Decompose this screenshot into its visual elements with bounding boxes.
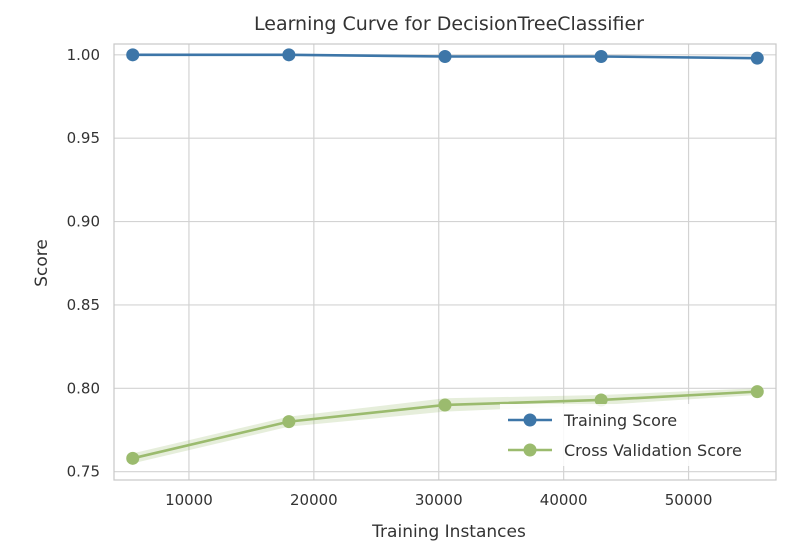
y-tick-label: 0.85 xyxy=(67,296,100,314)
data-point-cross-validation-score xyxy=(750,385,764,399)
data-point-training-score xyxy=(594,50,608,64)
x-tick-label: 10000 xyxy=(165,491,213,509)
data-point-training-score xyxy=(438,50,452,64)
legend: Training Score Cross Validation Score xyxy=(500,404,772,466)
y-tick-label: 1.00 xyxy=(67,46,100,64)
legend-label: Cross Validation Score xyxy=(564,441,742,460)
chart-title: Learning Curve for DecisionTreeClassifie… xyxy=(254,13,644,35)
y-axis-label: Score xyxy=(32,239,52,287)
legend-marker xyxy=(523,413,537,427)
y-tick-label: 0.80 xyxy=(67,379,100,397)
x-tick-label: 50000 xyxy=(665,491,713,509)
y-tick-label: 0.95 xyxy=(67,129,100,147)
tick-labels: 10000 20000 30000 40000 50000 0.75 0.80 0.85 0.9… xyxy=(67,46,713,509)
legend-box xyxy=(500,404,772,466)
data-point-cross-validation-score xyxy=(438,398,452,412)
x-tick-label: 30000 xyxy=(415,491,463,509)
x-axis-label: Training Instances xyxy=(371,522,526,542)
data-point-cross-validation-score xyxy=(282,415,296,429)
plot-border xyxy=(113,43,777,481)
x-tick-label: 20000 xyxy=(290,491,338,509)
plot-frame xyxy=(113,43,777,481)
x-tick-label: 40000 xyxy=(540,491,588,509)
data-point-training-score xyxy=(750,51,764,65)
series-layer xyxy=(126,48,764,465)
legend-marker xyxy=(523,443,537,457)
data-point-cross-validation-score xyxy=(594,393,608,407)
data-point-cross-validation-score xyxy=(126,451,140,465)
data-point-training-score xyxy=(282,48,296,62)
y-tick-label: 0.75 xyxy=(67,463,100,481)
data-point-training-score xyxy=(126,48,140,62)
legend-label: Training Score xyxy=(563,411,677,430)
y-tick-label: 0.90 xyxy=(67,213,100,231)
